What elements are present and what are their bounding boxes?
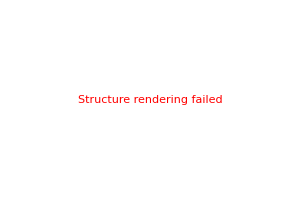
Text: Structure rendering failed: Structure rendering failed [78,95,222,105]
